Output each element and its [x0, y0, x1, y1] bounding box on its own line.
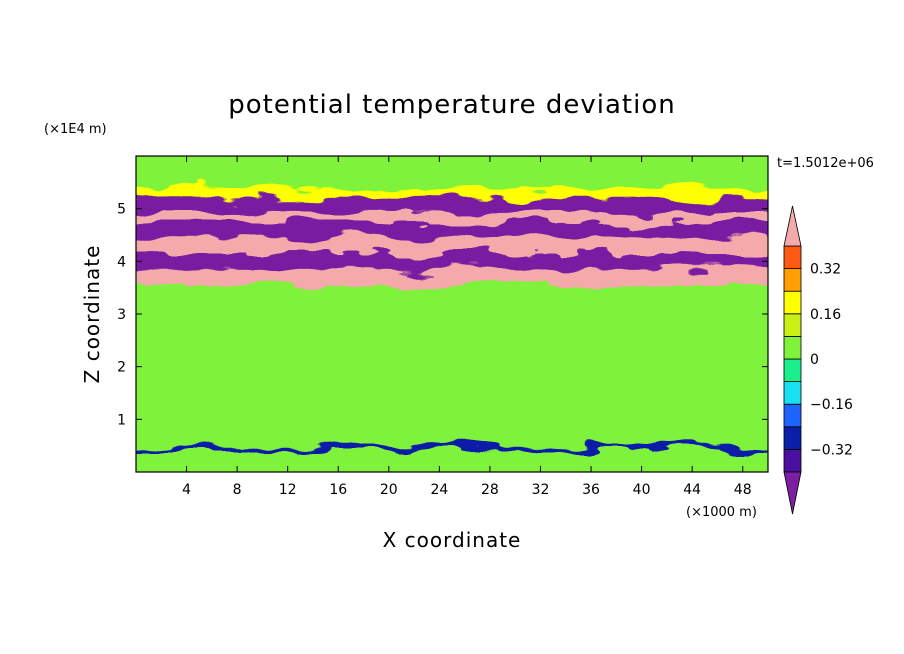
y-tick-label: 4	[117, 254, 126, 270]
contour-band	[136, 348, 768, 446]
x-tick-label: 20	[380, 482, 398, 498]
y-unit-label: (×1E4 m)	[44, 122, 107, 137]
y-axis-label: Z coordinate	[80, 245, 104, 384]
y-axis: 1 2 3 4 5	[117, 202, 768, 428]
x-tick-label: 40	[633, 482, 651, 498]
colorbar-swatch	[783, 335, 802, 360]
contour-band	[136, 156, 768, 188]
x-tick-label: 36	[582, 482, 600, 498]
y-tick-label: 1	[117, 412, 126, 428]
colorbar-swatch	[783, 448, 802, 473]
x-unit-label: (×1000 m)	[686, 505, 757, 520]
colorbar-swatch	[783, 381, 802, 405]
colorbar-tick-label: 0.32	[810, 262, 841, 278]
colorbar-swatch	[783, 245, 802, 270]
x-tick-label: 8	[233, 482, 242, 498]
colorbar-swatch	[783, 290, 802, 315]
colorbar-tick-label: 0	[810, 352, 819, 368]
colorbar-swatch	[783, 426, 802, 450]
time-label: t=1.5012e+06	[777, 156, 874, 171]
colorbar-extend-min	[783, 471, 802, 515]
y-tick-label: 3	[117, 307, 126, 323]
x-tick-label: 44	[683, 482, 701, 498]
x-tick-label: 24	[430, 482, 448, 498]
colorbar-tick-label: −0.16	[810, 397, 853, 413]
colorbar-extend-max	[783, 205, 802, 247]
y-tick-label: 5	[117, 202, 126, 218]
x-axis: 4 8 12 16 20 24 28 32 36 40 44 48	[182, 156, 752, 498]
x-tick-label: 32	[532, 482, 550, 498]
x-tick-label: 16	[329, 482, 347, 498]
colorbar-swatch	[783, 403, 802, 428]
x-tick-label: 12	[279, 482, 297, 498]
colorbar-swatch	[783, 358, 802, 383]
y-tick-label: 2	[117, 360, 126, 376]
colorbar-tick-label: 0.16	[810, 307, 841, 323]
colorbar: 0.32 0.16 0 −0.16 −0.32	[783, 205, 853, 515]
chart-title: potential temperature deviation	[228, 90, 675, 120]
x-axis-label: X coordinate	[383, 528, 522, 552]
x-tick-label: 4	[182, 482, 191, 498]
contour-field	[136, 156, 768, 472]
colorbar-tick-label: −0.32	[810, 442, 853, 458]
x-tick-label: 28	[481, 482, 499, 498]
x-tick-label: 48	[734, 482, 752, 498]
colorbar-swatch	[783, 268, 802, 292]
colorbar-swatch	[783, 313, 802, 337]
